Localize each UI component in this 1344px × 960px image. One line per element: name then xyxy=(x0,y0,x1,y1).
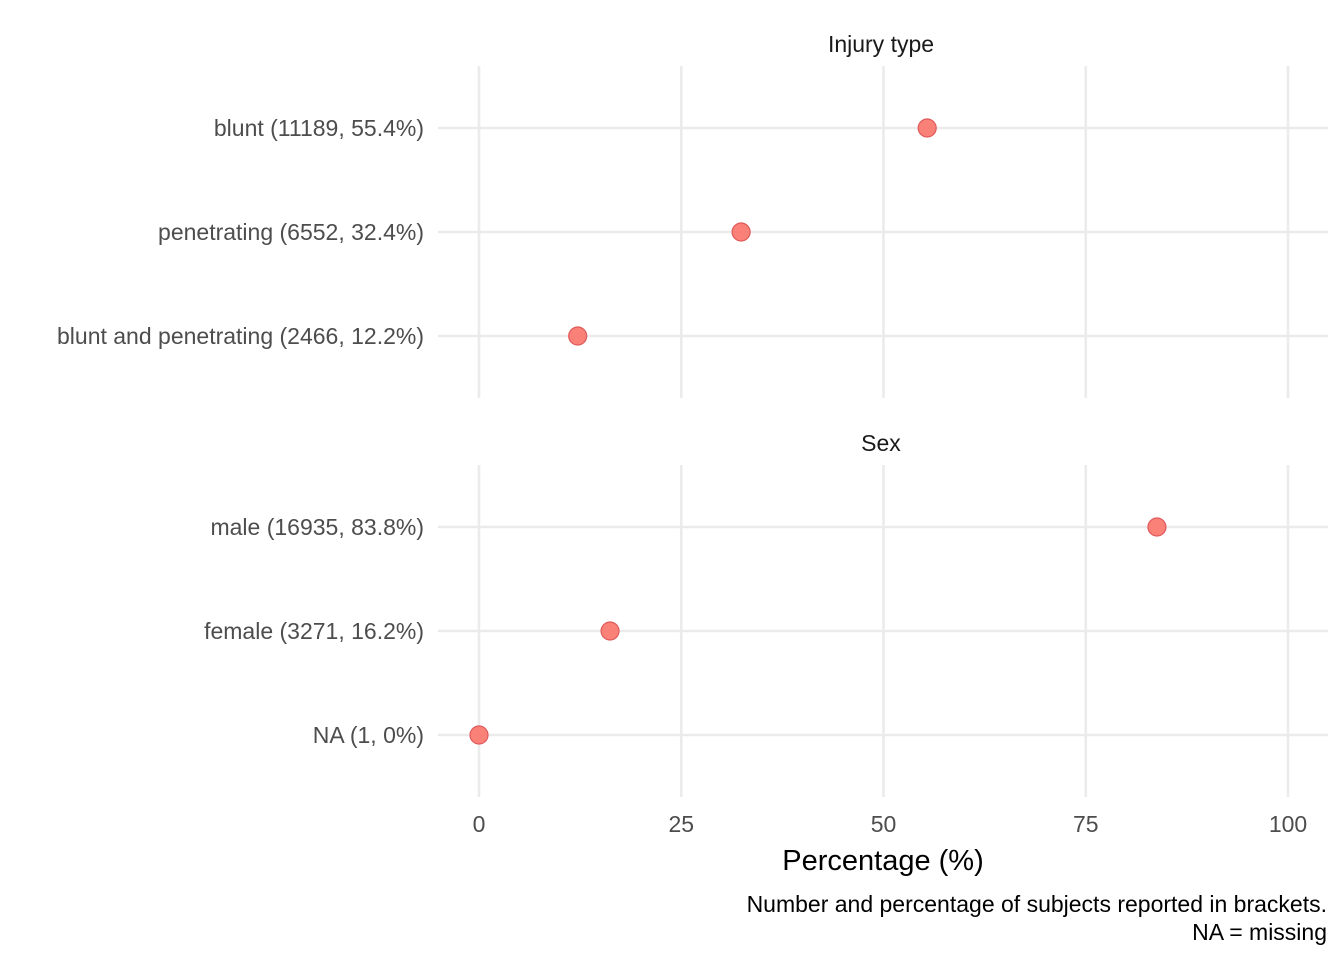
caption-line-2: NA = missing xyxy=(1192,919,1327,945)
caption-line-1: Number and percentage of subjects report… xyxy=(747,891,1327,917)
data-point xyxy=(568,326,588,346)
y-tick-label: blunt and penetrating (2466, 12.2%) xyxy=(57,323,424,349)
data-point xyxy=(917,118,937,138)
y-tick-label: male (16935, 83.8%) xyxy=(210,514,424,540)
y-tick-label: penetrating (6552, 32.4%) xyxy=(158,219,424,245)
panel-title: Sex xyxy=(861,430,901,456)
y-tick-label: blunt (11189, 55.4%) xyxy=(214,115,424,141)
x-axis: 0 25 50 75 100 xyxy=(473,811,1308,837)
panel-sex: Sex male (16935, 83.8%) female (3271, 16.2… xyxy=(204,430,1328,797)
data-point xyxy=(1147,517,1167,537)
x-axis-title: Percentage (%) xyxy=(782,845,984,877)
x-tick-label: 75 xyxy=(1073,811,1099,837)
x-tick-label: 0 xyxy=(473,811,486,837)
x-tick-label: 50 xyxy=(871,811,897,837)
x-tick-label: 100 xyxy=(1269,811,1307,837)
data-point xyxy=(469,725,489,745)
chart-panels: Injury type blunt (11189, 55.4%) penetrati… xyxy=(57,31,1328,797)
panel-title: Injury type xyxy=(828,31,934,57)
x-tick-label: 25 xyxy=(668,811,694,837)
y-tick-label: NA (1, 0%) xyxy=(313,722,424,748)
data-point xyxy=(731,222,751,242)
panel-injury-type: Injury type blunt (11189, 55.4%) penetrati… xyxy=(57,31,1328,398)
data-point xyxy=(600,621,620,641)
y-tick-label: female (3271, 16.2%) xyxy=(204,618,424,644)
